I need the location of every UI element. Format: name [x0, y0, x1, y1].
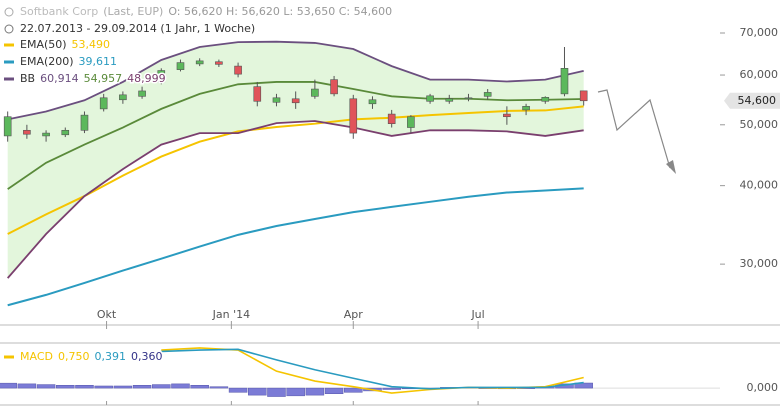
candle-body [483, 92, 492, 97]
macd-histogram [113, 385, 133, 389]
candle-body [195, 60, 204, 65]
candle-body [99, 97, 108, 110]
candle-body [42, 132, 50, 137]
candle-body [119, 94, 127, 101]
macd-histogram [94, 385, 113, 389]
macd-histogram [190, 385, 209, 389]
legend-value: 0,391 [94, 350, 126, 363]
candle-body [61, 129, 70, 136]
x-tick-label: Jan '14 [212, 308, 250, 321]
candle-body [157, 70, 166, 83]
legend-value: 0,360 [131, 350, 163, 363]
bb-line [7, 40, 584, 121]
macd-histogram [286, 387, 305, 397]
macd-histogram [344, 387, 363, 393]
candle-body [176, 62, 185, 70]
bb-fill [7, 41, 584, 279]
macd-histogram [228, 387, 248, 393]
macd-histogram [56, 385, 75, 389]
y-tick-label: 50,000 [740, 118, 779, 131]
macd-histogram [36, 384, 56, 389]
legend-label: BB [20, 72, 35, 85]
candle-body [330, 79, 338, 95]
candle-body [368, 99, 377, 105]
candle-body [387, 113, 396, 124]
macd-histogram [132, 385, 152, 389]
legend-value: 53,490 [72, 38, 111, 51]
y-tick-label: 30,000 [740, 257, 779, 270]
legend-value: 39,611 [79, 55, 118, 68]
legend-label: MACD [20, 350, 53, 363]
macd-histogram [209, 386, 229, 389]
legend-icon [4, 77, 14, 81]
macd-histogram [17, 383, 37, 389]
price-tag-bg [724, 92, 780, 109]
legend-icon [4, 43, 14, 47]
legend-value: 54,957 [84, 72, 123, 85]
date-range: 22.07.2013 - 29.09.2014 (1 Jahr, 1 Woche… [20, 22, 255, 35]
arrow-head [666, 160, 676, 174]
candle-body [138, 90, 146, 97]
legend-icon [4, 355, 14, 359]
macd-histogram [171, 383, 190, 389]
candle-body [23, 129, 31, 135]
legend-value: 60,914 [40, 72, 79, 85]
candle-body [445, 98, 454, 102]
y-tick-label: 0,000 [747, 381, 779, 394]
candle-body [349, 98, 358, 134]
legend-value: 48,999 [127, 72, 166, 85]
macd-histogram [267, 387, 286, 397]
macd-histogram [248, 387, 267, 396]
price-tag: 54,600 [738, 94, 777, 107]
candle-body [272, 97, 281, 103]
ohlc: O: 56,620 H: 56,620 L: 53,650 C: 54,600 [168, 5, 392, 18]
candle-body [426, 95, 434, 102]
candle-body [253, 86, 262, 102]
title: Softbank Corp [20, 5, 98, 18]
macd-histogram [0, 382, 17, 389]
macd-histogram [382, 387, 401, 390]
source: (Last, EUP) [103, 5, 163, 18]
header-icon [4, 7, 14, 17]
candle-body [522, 106, 530, 111]
macd-histogram [75, 385, 94, 389]
ema-line [7, 187, 584, 307]
candle-body [541, 96, 550, 102]
candle-body [291, 98, 300, 104]
candle-body [503, 113, 511, 118]
x-tick-label: Apr [344, 308, 364, 321]
macd-histogram [152, 384, 171, 389]
legend-value: 0,750 [58, 350, 90, 363]
candle-body [560, 68, 569, 95]
candle-body [407, 116, 415, 128]
candle-body [80, 114, 89, 131]
legend-label: EMA(200) [20, 55, 74, 68]
candle-body [234, 65, 242, 75]
candle-body [215, 61, 223, 65]
macd-histogram [305, 387, 325, 396]
macd-line [161, 348, 584, 390]
y-tick-label: 40,000 [740, 179, 779, 192]
macd-line [161, 347, 584, 394]
y-tick-label: 60,000 [740, 68, 779, 81]
header-icon [4, 24, 14, 34]
legend-label: EMA(50) [20, 38, 67, 51]
candle-body [3, 116, 12, 137]
projection-arrow [597, 89, 671, 169]
ema-line [7, 105, 584, 235]
bb-line [7, 120, 584, 279]
macd-histogram [324, 387, 344, 394]
legend-icon [4, 60, 14, 64]
candle-body [464, 97, 473, 100]
x-tick-label: Jul [470, 308, 484, 321]
candle-body [311, 88, 319, 97]
x-tick-label: Okt [97, 308, 117, 321]
y-tick-label: 70,000 [740, 26, 779, 39]
candle-body [579, 90, 588, 102]
